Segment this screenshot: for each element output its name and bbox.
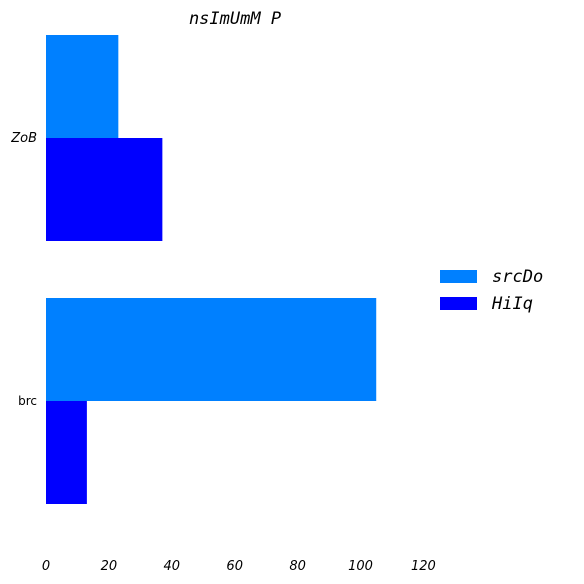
- legend-label-HiIq: HiIq: [491, 294, 533, 314]
- bar-brc-srcDo: [46, 298, 377, 401]
- x-tick-label: 60: [226, 559, 243, 574]
- legend-swatch-HiIq: [440, 297, 477, 310]
- chart-title: nsImUmM P: [189, 9, 281, 29]
- legend: srcDo HiIq: [440, 267, 543, 314]
- bar-ZoB-srcDo: [46, 35, 119, 138]
- x-tick-label: 120: [411, 559, 436, 574]
- x-tick-label: 20: [101, 559, 118, 574]
- legend-swatch-srcDo: [440, 270, 477, 283]
- x-tick-label: 100: [348, 559, 373, 574]
- y-tick-label: ZoB: [10, 131, 37, 146]
- x-tick-label: 40: [164, 559, 181, 574]
- x-tick-label: 0: [42, 559, 50, 574]
- bar-brc-HiIq: [46, 401, 87, 504]
- legend-label-srcDo: srcDo: [492, 267, 543, 287]
- x-tick-labels: 0 20 40 60 80 100 120: [42, 559, 436, 574]
- y-tick-labels: ZoB brc: [10, 131, 37, 408]
- y-tick-label: brc: [18, 394, 37, 408]
- bar-ZoB-HiIq: [46, 138, 163, 241]
- x-tick-label: 80: [289, 559, 306, 574]
- bars-layer: [46, 35, 377, 504]
